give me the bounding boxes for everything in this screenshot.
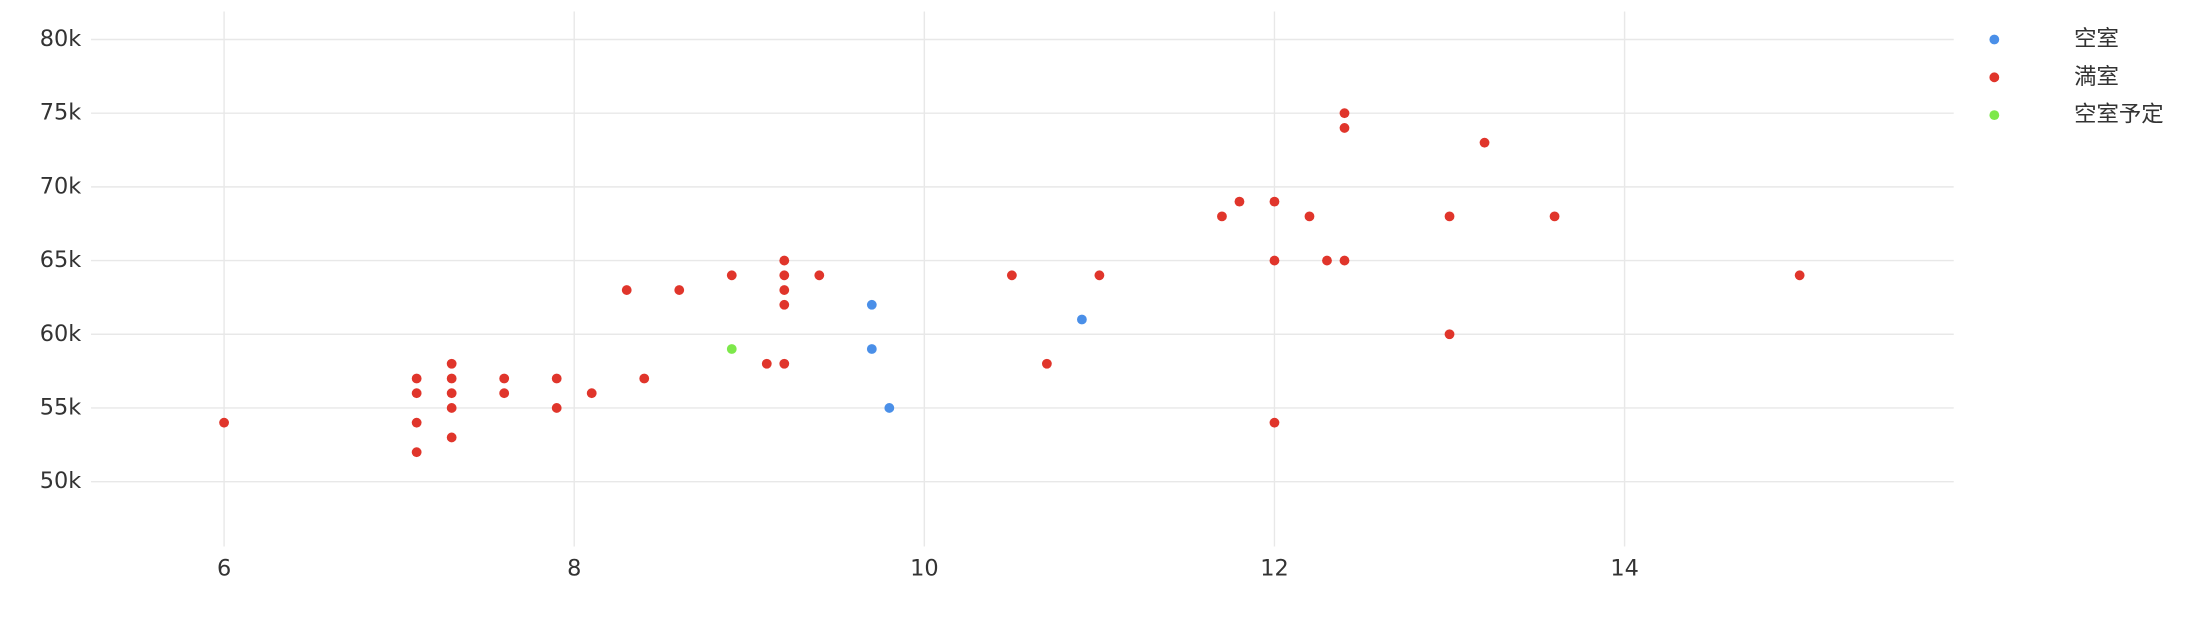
y-tick-label: 50k <box>40 468 81 494</box>
legend-marker <box>1989 110 2000 121</box>
point <box>1339 123 1350 133</box>
point <box>621 285 632 295</box>
point <box>814 270 825 281</box>
point <box>1339 255 1350 266</box>
point <box>1217 211 1227 222</box>
y-tick-label: 80k <box>40 26 81 52</box>
point <box>551 403 562 413</box>
point <box>1794 270 1805 281</box>
point <box>446 358 457 369</box>
point <box>1234 196 1245 207</box>
point <box>639 373 650 384</box>
point <box>586 388 597 399</box>
point <box>1041 358 1052 369</box>
point <box>446 373 457 384</box>
x-tick-label: 8 <box>567 555 581 581</box>
point <box>499 388 510 399</box>
x-tick-label: 10 <box>910 555 939 581</box>
point <box>1339 108 1350 119</box>
point <box>411 417 422 428</box>
x-tick-label: 6 <box>217 555 231 581</box>
y-tick-label: 55k <box>40 394 81 420</box>
point <box>1269 255 1280 266</box>
legend-marker <box>1989 34 2000 45</box>
x-tick-label: 12 <box>1260 555 1289 581</box>
point <box>411 447 422 458</box>
point <box>1444 211 1455 222</box>
point <box>779 285 790 295</box>
point <box>1549 211 1560 222</box>
point <box>866 299 877 310</box>
point <box>411 373 422 384</box>
point <box>1269 196 1280 207</box>
legend-marker <box>1989 72 2000 83</box>
point <box>779 255 790 266</box>
point <box>779 270 790 281</box>
point <box>1479 137 1490 148</box>
y-tick-label: 70k <box>40 173 81 199</box>
y-tick-label: 75k <box>40 100 81 126</box>
point <box>551 373 562 384</box>
point <box>499 373 510 384</box>
point <box>1094 270 1105 281</box>
point <box>726 344 737 354</box>
point <box>1304 211 1315 222</box>
point <box>884 403 895 413</box>
point <box>866 344 877 354</box>
point <box>1322 255 1332 266</box>
point <box>1269 417 1280 428</box>
point <box>411 388 422 399</box>
legend-label: 空室予定 <box>2074 102 2164 128</box>
x-tick-label: 14 <box>1610 555 1639 581</box>
y-tick-label: 60k <box>40 321 81 347</box>
point <box>1076 314 1087 325</box>
point <box>779 358 790 369</box>
point <box>779 299 790 310</box>
point <box>446 432 457 443</box>
point <box>761 358 772 369</box>
point <box>446 403 457 413</box>
point <box>446 388 457 399</box>
legend-label: 満室 <box>2074 64 2119 90</box>
point <box>674 285 685 295</box>
point <box>1444 329 1455 340</box>
legend-label: 空室 <box>2074 26 2119 52</box>
y-tick-label: 65k <box>40 247 81 273</box>
point <box>219 417 229 428</box>
point <box>1006 270 1017 281</box>
point <box>726 270 737 281</box>
